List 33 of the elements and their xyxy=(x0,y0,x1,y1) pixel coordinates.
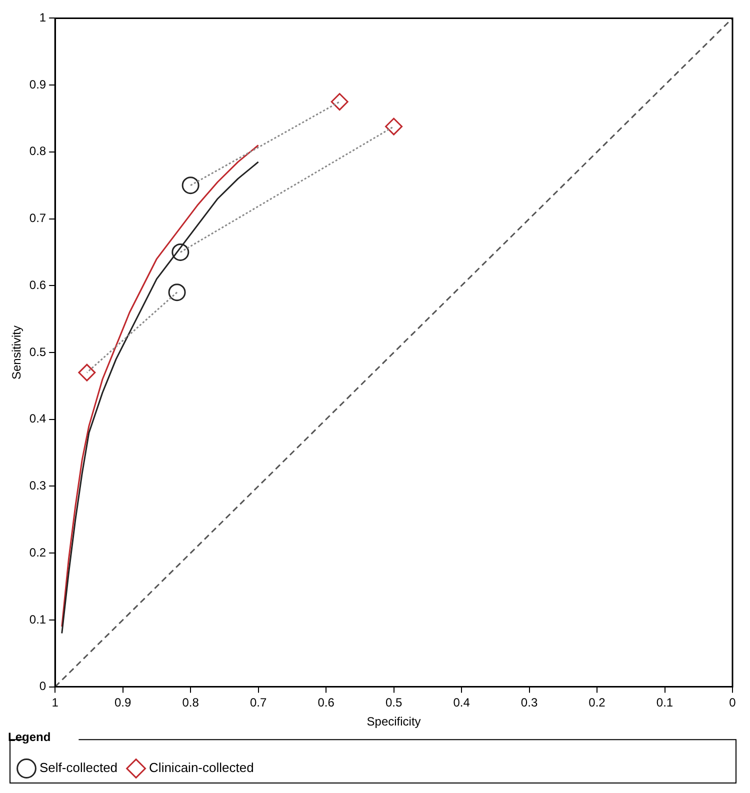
y-tick-label: 0.9 xyxy=(29,77,46,92)
y-tick-label: 0.4 xyxy=(29,412,46,426)
y-tick-label: 0 xyxy=(39,679,46,694)
x-tick-label: 0.7 xyxy=(250,695,267,710)
y-tick-label: 1 xyxy=(39,10,46,25)
point xyxy=(78,364,96,382)
y-tick-label: 0.2 xyxy=(29,545,46,560)
y-tick-label: 0.7 xyxy=(29,211,46,226)
x-tick-label: 0 xyxy=(729,695,736,710)
y-tick-label: 0.3 xyxy=(29,478,46,493)
y-tick-label: 0.1 xyxy=(29,612,46,626)
x-tick-label: 0.2 xyxy=(588,695,606,710)
x-tick-label: 0.5 xyxy=(385,695,402,710)
point xyxy=(385,118,403,136)
y-tick-label: 0.8 xyxy=(29,144,46,158)
point xyxy=(168,284,186,302)
x-tick-label: 0.6 xyxy=(318,695,335,710)
x-tick-label: 0.1 xyxy=(656,695,674,710)
x-tick-label: 0.4 xyxy=(453,695,470,710)
y-axis-title: Sensitivity xyxy=(10,325,24,380)
point xyxy=(172,243,190,261)
x-tick-label: 0.9 xyxy=(114,695,132,710)
x-tick-label: 1 xyxy=(52,695,59,710)
legend-label: Self-collected xyxy=(40,760,118,776)
legend-label: Clinicain-collected xyxy=(149,760,254,776)
point xyxy=(182,176,200,194)
y-tick-label: 0.5 xyxy=(29,344,46,359)
legend-title: Legend xyxy=(8,730,51,744)
point xyxy=(330,93,348,111)
x-tick-label: 0.8 xyxy=(182,695,200,710)
y-tick-label: 0.6 xyxy=(29,278,46,292)
x-axis-title: Specificity xyxy=(366,714,421,729)
x-tick-label: 0.3 xyxy=(520,695,538,710)
